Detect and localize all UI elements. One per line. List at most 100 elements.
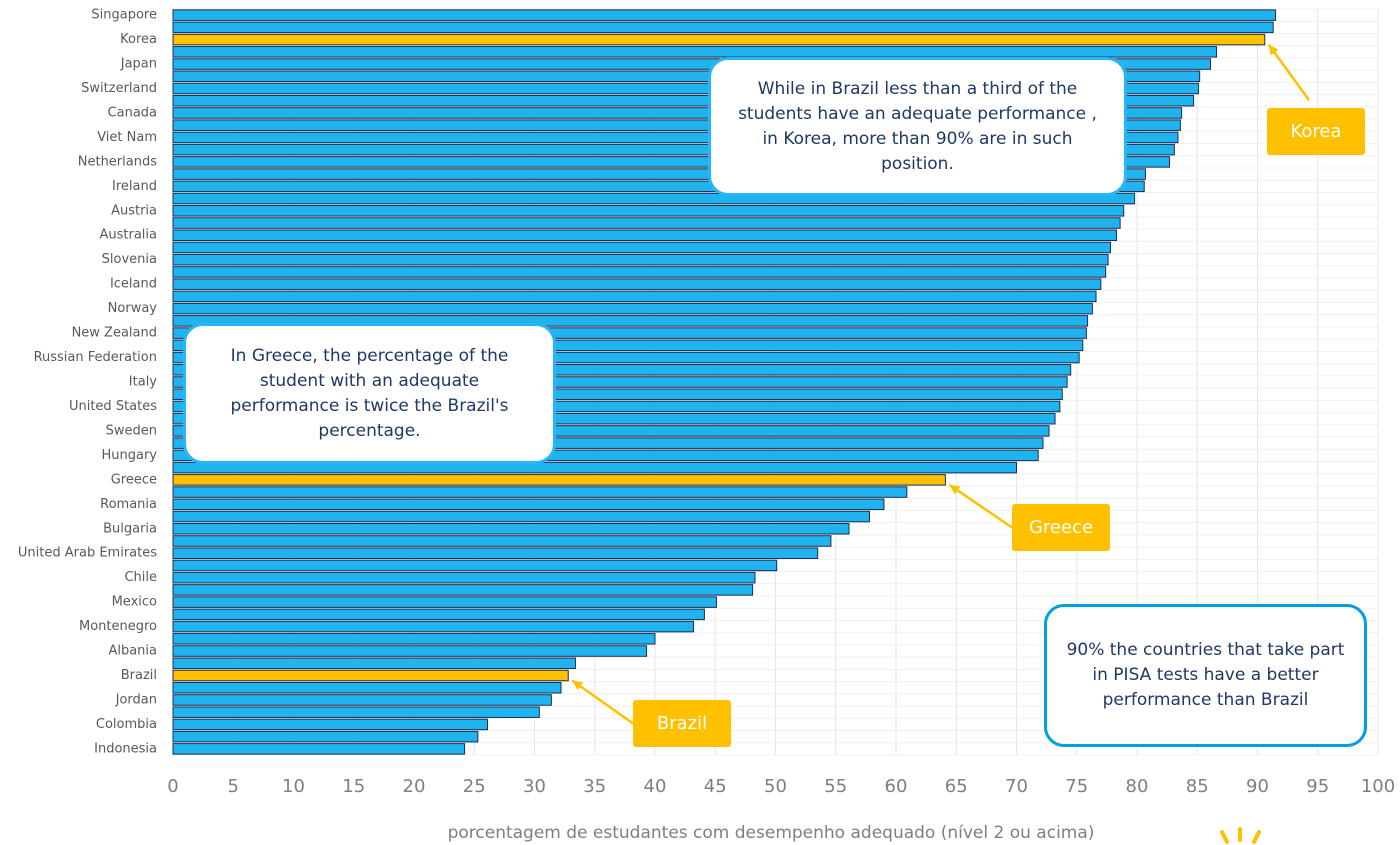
bar xyxy=(172,376,1068,388)
y-tick-label: Viet Nam xyxy=(97,130,157,145)
bar xyxy=(172,82,1199,95)
y-tick-label: Greece xyxy=(111,472,157,487)
x-tick-label: 65 xyxy=(945,776,968,797)
bar xyxy=(172,608,705,621)
bar xyxy=(172,522,850,535)
x-tick-label: 95 xyxy=(1306,776,1329,797)
bar xyxy=(172,681,562,694)
bar xyxy=(172,547,819,559)
bar xyxy=(172,694,552,706)
decoration xyxy=(1220,827,1261,844)
y-tick-label: Romania xyxy=(100,497,157,512)
tag: Brazil xyxy=(633,700,731,747)
bar xyxy=(172,486,908,498)
bar xyxy=(172,412,1056,425)
x-tick-label: 45 xyxy=(704,776,727,797)
x-tick-label: 25 xyxy=(463,776,486,797)
x-tick-label: 30 xyxy=(523,776,546,797)
y-tick-label: Australia xyxy=(99,228,157,243)
bar xyxy=(172,645,648,657)
y-tick-label: Albania xyxy=(108,644,157,659)
x-tick-label: 5 xyxy=(228,776,239,797)
bar xyxy=(172,46,1218,58)
tag: Korea xyxy=(1267,108,1365,155)
x-tick-label: 70 xyxy=(1005,776,1028,797)
bar xyxy=(172,327,1087,339)
x-tick-label: 35 xyxy=(583,776,606,797)
y-tick-label: Switzerland xyxy=(81,81,157,96)
x-tick-label: 0 xyxy=(167,776,178,797)
y-tick-label: Slovenia xyxy=(102,252,157,267)
bar xyxy=(172,596,717,608)
bar xyxy=(172,657,576,670)
y-tick-label: Brazil xyxy=(121,668,157,683)
arrow xyxy=(1267,43,1311,101)
bar xyxy=(172,58,1212,70)
bar xyxy=(172,290,1097,303)
bar xyxy=(172,156,1171,168)
bar xyxy=(172,180,1145,193)
y-tick-label: Chile xyxy=(124,570,157,585)
x-tick-label: 90 xyxy=(1246,776,1269,797)
x-tick-label: 60 xyxy=(885,776,908,797)
bar xyxy=(172,143,1175,156)
y-tick-label: Bulgaria xyxy=(103,521,157,536)
y-tick-label: Canada xyxy=(108,105,157,120)
bar xyxy=(172,241,1111,254)
bar xyxy=(172,743,466,755)
bar xyxy=(172,94,1195,107)
y-tick-label: Russian Federation xyxy=(34,350,157,365)
arrow xyxy=(571,679,634,725)
x-tick-label: 85 xyxy=(1186,776,1209,797)
bar xyxy=(172,278,1102,290)
bar xyxy=(172,351,1080,364)
y-tick-label: Norway xyxy=(108,301,158,316)
bar xyxy=(172,192,1136,205)
bar xyxy=(172,730,479,743)
bar xyxy=(172,510,870,523)
y-tick-label: Montenegro xyxy=(79,619,157,634)
y-tick-label: United Arab Emirates xyxy=(18,546,157,561)
bar xyxy=(172,119,1181,131)
y-tick-label: Italy xyxy=(129,375,158,390)
bar xyxy=(172,706,540,718)
bar xyxy=(172,364,1072,376)
bar xyxy=(172,535,832,547)
bar xyxy=(172,571,756,584)
bar xyxy=(172,253,1109,266)
x-tick-label: 100 xyxy=(1361,776,1395,797)
x-tick-label: 80 xyxy=(1126,776,1149,797)
y-tick-label: Netherlands xyxy=(78,154,157,169)
bar xyxy=(172,388,1063,400)
bar xyxy=(172,449,1039,462)
x-axis-label: porcentagem de estudantes com desempenho… xyxy=(448,823,1095,843)
bar xyxy=(172,217,1121,229)
bar xyxy=(172,168,1146,180)
bar xyxy=(172,633,656,645)
bar xyxy=(172,339,1084,352)
bar xyxy=(172,461,1017,474)
arrow-head xyxy=(572,680,584,691)
bar xyxy=(172,131,1179,144)
y-tick-label: Hungary xyxy=(101,448,157,463)
y-tick-label: Japan xyxy=(120,57,157,72)
bar xyxy=(172,70,1201,83)
bar xyxy=(172,400,1061,413)
y-tick-label: Austria xyxy=(111,203,157,218)
y-tick-label: Iceland xyxy=(110,277,157,292)
bar xyxy=(172,437,1044,449)
bar xyxy=(172,498,885,511)
x-tick-label: 20 xyxy=(403,776,426,797)
bar xyxy=(172,205,1125,217)
y-tick-label: Colombia xyxy=(96,717,157,732)
bar xyxy=(172,315,1089,327)
bar xyxy=(172,584,754,596)
y-tick-label: Singapore xyxy=(91,8,157,23)
bar xyxy=(172,474,946,486)
arrow-head xyxy=(1268,44,1279,56)
y-tick-label: United States xyxy=(69,399,157,414)
y-tick-label: Ireland xyxy=(112,179,157,194)
bar xyxy=(172,266,1107,278)
